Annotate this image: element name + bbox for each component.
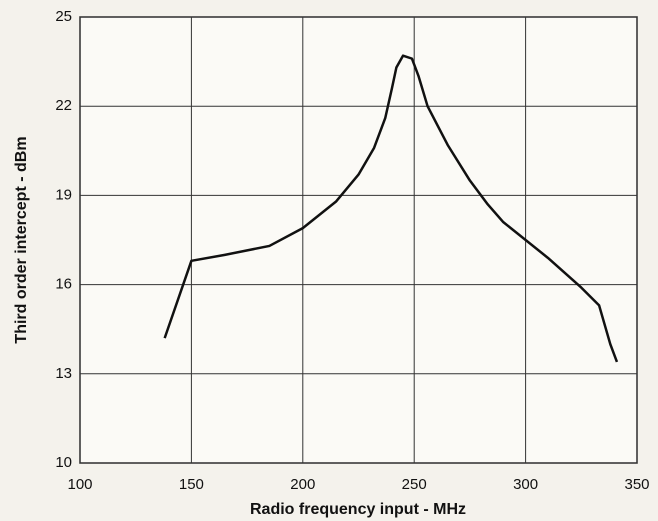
x-tick-label: 250 [402, 476, 427, 493]
x-axis-label: Radio frequency input - MHz [250, 501, 466, 518]
y-tick-label: 25 [55, 8, 72, 25]
x-tick-label: 100 [67, 476, 92, 493]
x-tick-label: 300 [513, 476, 538, 493]
data-line [163, 54, 619, 363]
y-axis-label: Third order intercept - dBm [13, 136, 30, 343]
y-tick-label: 10 [55, 454, 72, 471]
y-tick-label: 19 [55, 186, 72, 203]
y-tick-label: 13 [55, 365, 72, 382]
y-tick-label: 16 [55, 276, 72, 293]
y-tick-label: 22 [55, 97, 72, 114]
x-tick-label: 350 [624, 476, 649, 493]
x-tick-label: 150 [179, 476, 204, 493]
x-tick-label: 200 [290, 476, 315, 493]
plot-area [79, 16, 638, 464]
